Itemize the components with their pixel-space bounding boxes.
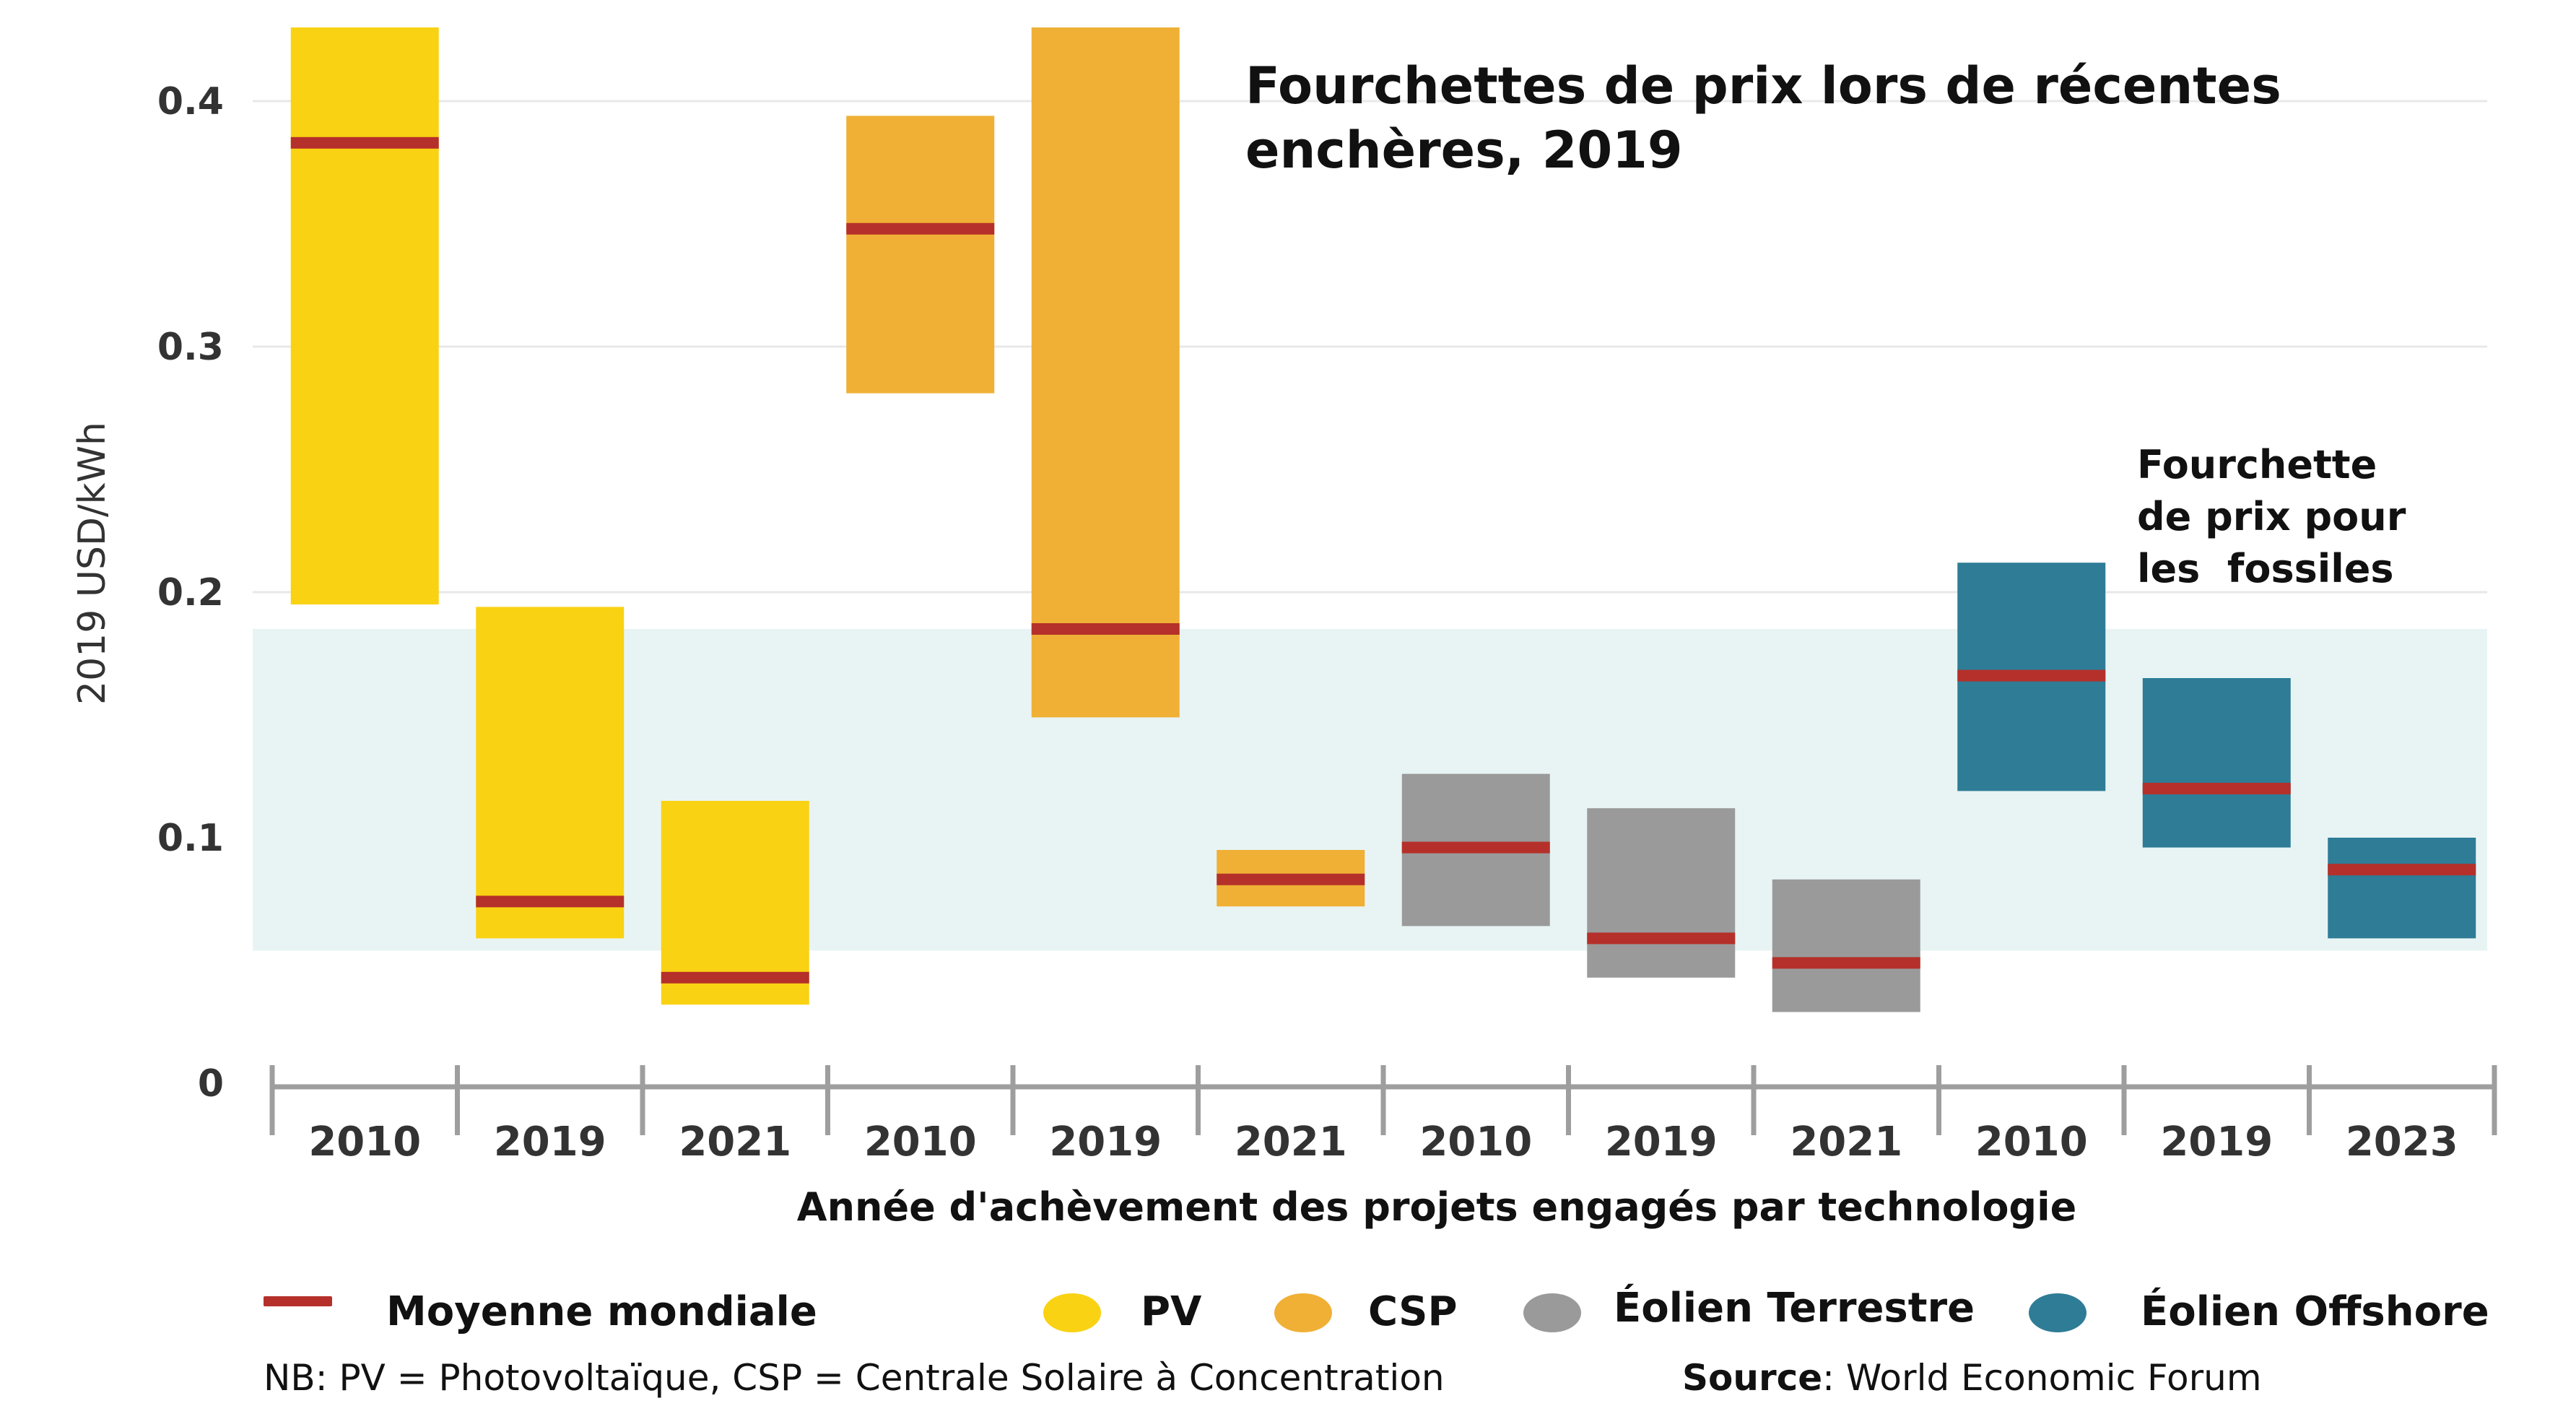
bar-range-11 — [2328, 838, 2476, 939]
y-tick-label-2: 0.2 — [157, 571, 224, 615]
fossil-band-label-line-2: les fossiles — [2137, 546, 2394, 591]
bar-range-4 — [1031, 27, 1180, 718]
fossil-band-label-line-0: Fourchette — [2137, 442, 2377, 487]
legend-pv-swatch — [1043, 1293, 1101, 1332]
bar-mean-0 — [290, 136, 439, 149]
bar-range-7 — [1587, 808, 1736, 978]
bars-layer — [290, 27, 2476, 1012]
x-tick-label-9: 2010 — [1975, 1119, 2088, 1166]
x-tick-label-5: 2021 — [1235, 1119, 1347, 1166]
legend-offshore-label: Éolien Offshore — [2141, 1288, 2489, 1335]
bar-mean-11 — [2328, 864, 2476, 876]
bar-mean-6 — [1401, 841, 1550, 854]
x-tick-label-0: 2010 — [308, 1119, 421, 1166]
bar-range-2 — [661, 801, 809, 1005]
x-tick-label-7: 2019 — [1605, 1119, 1718, 1166]
x-axis: 2010 2019 2021 2010 2019 2021 2010 2019 2021 2010… — [269, 1065, 2497, 1166]
y-tick-label-0: 0 — [198, 1062, 224, 1106]
x-tick-label-1: 2019 — [494, 1119, 606, 1166]
bar-mean-1 — [476, 895, 625, 908]
bar-mean-10 — [2142, 783, 2291, 794]
source-label: Source — [1682, 1357, 1822, 1399]
bar-mean-4 — [1031, 623, 1180, 635]
bar-range-3 — [846, 116, 995, 394]
x-tick-label-4: 2019 — [1049, 1119, 1162, 1166]
bar-range-0 — [290, 27, 439, 604]
legend: Moyenne mondiale PV CSP Éolien Terrestre… — [264, 1284, 2489, 1335]
legend-onshore-label: Éolien Terrestre — [1614, 1284, 1975, 1332]
bar-mean-3 — [846, 222, 995, 235]
bar-mean-2 — [661, 971, 809, 984]
bar-mean-8 — [1772, 957, 1920, 969]
x-tick-label-11: 2023 — [2346, 1119, 2458, 1166]
x-tick-label-3: 2010 — [864, 1119, 977, 1166]
y-axis-ticks: 0 0.1 0.2 0.3 0.4 — [157, 80, 224, 1106]
bar-range-1 — [476, 607, 625, 939]
legend-csp-swatch — [1274, 1293, 1332, 1332]
y-axis-label: 2019 USD/kWh — [71, 422, 114, 705]
legend-offshore-swatch — [2029, 1293, 2087, 1332]
source-value: : World Economic Forum — [1822, 1357, 2261, 1399]
bar-range-10 — [2142, 678, 2291, 848]
x-axis-title: Année d'achèvement des projets engagés p… — [797, 1184, 2076, 1230]
bar-mean-9 — [1957, 669, 2106, 682]
legend-mean-label: Moyenne mondiale — [386, 1288, 817, 1335]
x-tick-label-6: 2010 — [1419, 1119, 1532, 1166]
legend-mean-swatch — [264, 1296, 332, 1306]
bar-mean-7 — [1587, 932, 1736, 945]
legend-pv-label: PV — [1141, 1288, 1202, 1335]
fossil-band-label-line-1: de prix pour — [2137, 494, 2406, 539]
y-tick-label-3: 0.3 — [157, 326, 224, 369]
chart-title-line-2: enchères, 2019 — [1245, 121, 1683, 180]
y-tick-label-4: 0.4 — [157, 80, 224, 123]
fossil-price-band — [253, 629, 2487, 951]
footnote-source: Source: World Economic Forum — [1682, 1357, 2262, 1399]
chart-title-line-1: Fourchettes de prix lors de récentes — [1245, 56, 2281, 116]
x-tick-label-10: 2019 — [2160, 1119, 2273, 1166]
bar-range-8 — [1772, 879, 1920, 1012]
footnote-nb: NB: PV = Photovoltaïque, CSP = Centrale … — [264, 1357, 1445, 1399]
legend-csp-label: CSP — [1368, 1288, 1458, 1335]
fossil-band-label: Fourchette de prix pour les fossiles — [2137, 442, 2406, 591]
bar-mean-5 — [1217, 873, 1365, 885]
legend-onshore-swatch — [1523, 1293, 1581, 1332]
x-tick-label-2: 2021 — [679, 1119, 791, 1166]
y-tick-label-1: 0.1 — [157, 817, 224, 860]
x-tick-label-8: 2021 — [1790, 1119, 1902, 1166]
